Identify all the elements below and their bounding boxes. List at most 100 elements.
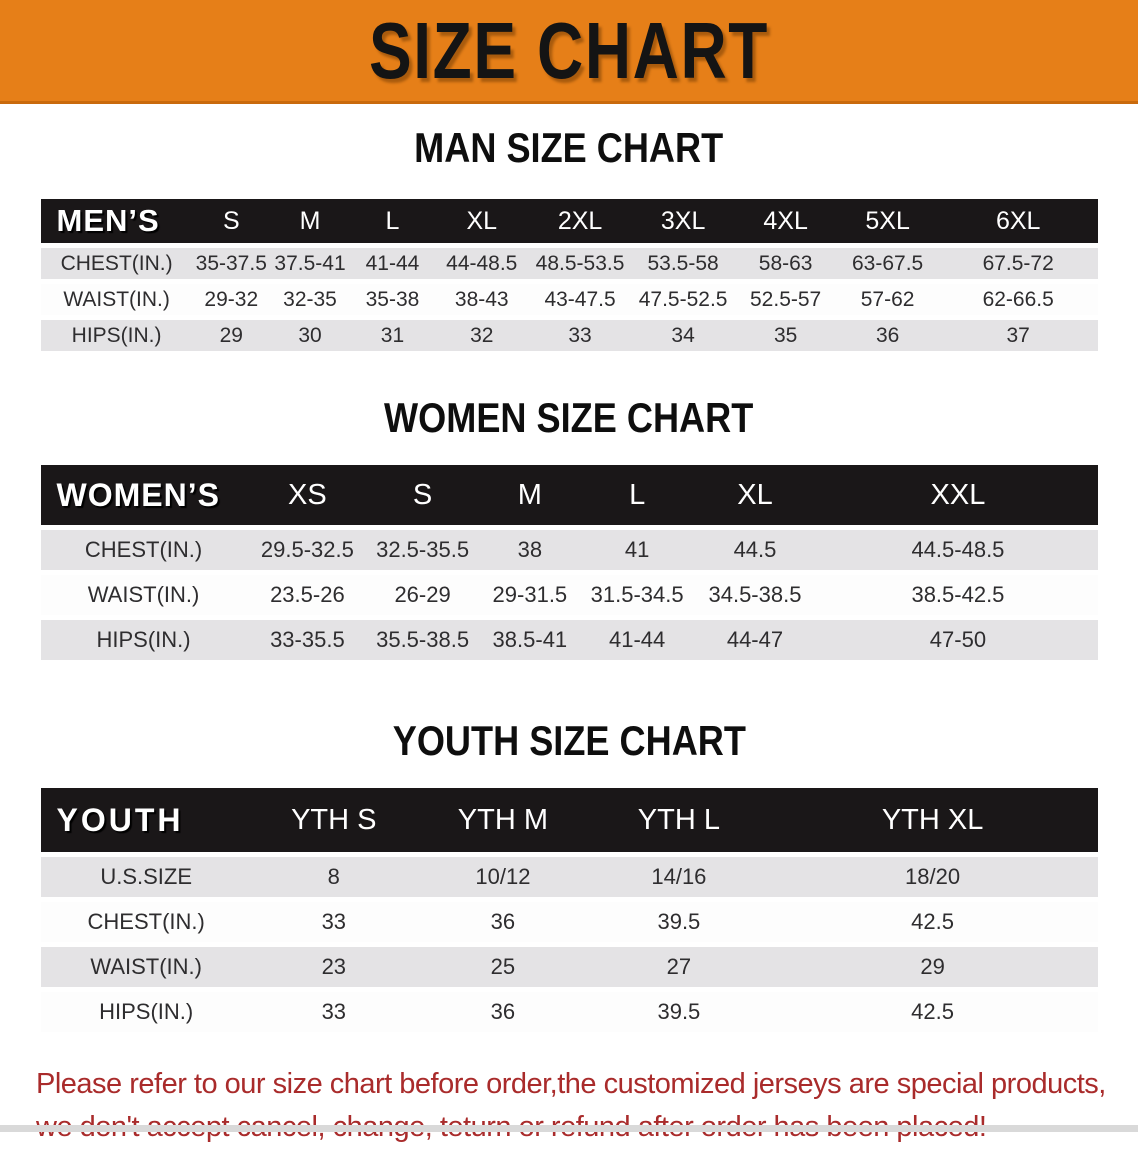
measurement-value: 35 — [734, 320, 837, 351]
measurement-label: CHEST(IN.) — [40, 248, 193, 279]
banner-title: SIZE CHART — [369, 5, 769, 95]
measurement-value: 23.5-26 — [246, 575, 369, 615]
measurement-value: 8 — [251, 857, 416, 897]
measurement-value: 33 — [528, 320, 632, 351]
measurement-value: 38.5-41 — [477, 620, 583, 660]
size-column-header: YTH S — [251, 788, 416, 852]
measurement-value: 44-47 — [691, 620, 819, 660]
youth-section-title: YOUTH SIZE CHART — [0, 717, 1138, 765]
measurement-value: 35-37.5 — [192, 248, 270, 279]
measurement-value: 63-67.5 — [836, 248, 939, 279]
measurement-value: 18/20 — [767, 857, 1098, 897]
measurement-row: HIPS(IN.) 33-35.5 35.5-38.5 38.5-41 41-44 44-… — [40, 620, 1098, 660]
size-column-header: XL — [691, 465, 819, 525]
measurement-value: 42.5 — [767, 992, 1098, 1032]
size-column-header: L — [582, 465, 692, 525]
measurement-value: 26-29 — [368, 575, 478, 615]
measurement-value: 38 — [477, 530, 583, 570]
measurement-value: 29 — [767, 947, 1098, 987]
size-column-header: S — [368, 465, 478, 525]
measurement-value: 53.5-58 — [631, 248, 735, 279]
bottom-divider — [0, 1125, 1138, 1132]
size-column-header: S — [192, 199, 270, 243]
size-column-header: YTH XL — [767, 788, 1098, 852]
measurement-row: WAIST(IN.) 23 25 27 29 — [40, 947, 1098, 987]
measurement-value: 29 — [192, 320, 270, 351]
measurement-value: 32.5-35.5 — [368, 530, 478, 570]
measurement-value: 39.5 — [590, 902, 768, 942]
measurement-value: 44-48.5 — [434, 248, 529, 279]
measurement-value: 44.5 — [691, 530, 819, 570]
size-column-header: 5XL — [836, 199, 939, 243]
measurement-label: U.S.SIZE — [40, 857, 252, 897]
measurement-value: 32-35 — [269, 284, 351, 315]
measurement-value: 57-62 — [836, 284, 939, 315]
measurement-label: WAIST(IN.) — [40, 947, 252, 987]
measurement-row: CHEST(IN.) 29.5-32.5 32.5-35.5 38 41 44.5 44.5… — [40, 530, 1098, 570]
measurement-value: 36 — [836, 320, 939, 351]
measurement-value: 39.5 — [590, 992, 768, 1032]
measurement-value: 36 — [415, 992, 591, 1032]
men-section-title-text: MAN SIZE CHART — [414, 124, 724, 171]
measurement-value: 34.5-38.5 — [691, 575, 819, 615]
men-section-title: MAN SIZE CHART — [0, 124, 1138, 172]
size-column-header: M — [477, 465, 583, 525]
measurement-value: 14/16 — [590, 857, 768, 897]
measurement-row: WAIST(IN.) 23.5-26 26-29 29-31.5 31.5-34.5 34… — [40, 575, 1098, 615]
size-column-header: XL — [434, 199, 529, 243]
measurement-value: 33 — [251, 902, 416, 942]
youth-section-title-text: YOUTH SIZE CHART — [392, 717, 746, 764]
table-category-label: YOUTH — [40, 788, 252, 852]
measurement-value: 29-31.5 — [477, 575, 583, 615]
measurement-row: WAIST(IN.) 29-32 32-35 35-38 38-43 43-47.5 47.… — [40, 284, 1098, 315]
measurement-row: CHEST(IN.) 33 36 39.5 42.5 — [40, 902, 1098, 942]
measurement-label: CHEST(IN.) — [40, 530, 247, 570]
measurement-label: WAIST(IN.) — [40, 284, 193, 315]
size-column-header: L — [350, 199, 435, 243]
size-column-header: 3XL — [631, 199, 735, 243]
warning-line-1: Please refer to our size chart before or… — [36, 1068, 1106, 1100]
women-section-title: WOMEN SIZE CHART — [0, 394, 1138, 442]
size-column-header: YTH M — [415, 788, 591, 852]
measurement-value: 62-66.5 — [938, 284, 1098, 315]
measurement-value: 34 — [631, 320, 735, 351]
measurement-value: 47-50 — [818, 620, 1098, 660]
measurement-row: U.S.SIZE 8 10/12 14/16 18/20 — [40, 857, 1098, 897]
measurement-value: 38-43 — [434, 284, 529, 315]
measurement-label: HIPS(IN.) — [40, 620, 247, 660]
measurement-value: 42.5 — [767, 902, 1098, 942]
measurement-value: 44.5-48.5 — [818, 530, 1098, 570]
size-column-header: XXL — [818, 465, 1098, 525]
measurement-value: 47.5-52.5 — [631, 284, 735, 315]
measurement-value: 41 — [582, 530, 692, 570]
measurement-value: 10/12 — [415, 857, 591, 897]
size-column-header: 6XL — [938, 199, 1098, 243]
measurement-value: 32 — [434, 320, 529, 351]
size-column-header: XS — [246, 465, 369, 525]
measurement-value: 38.5-42.5 — [818, 575, 1098, 615]
measurement-label: CHEST(IN.) — [40, 902, 252, 942]
men-size-table: MEN’S S M L XL 2XL 3XL 4XL 5XL 6XL CHEST(IN.) 35-37… — [40, 194, 1098, 356]
measurement-value: 37.5-41 — [269, 248, 351, 279]
measurement-value: 58-63 — [734, 248, 837, 279]
measurement-row: HIPS(IN.) 33 36 39.5 42.5 — [40, 992, 1098, 1032]
size-column-header: 4XL — [734, 199, 837, 243]
size-header-row: MEN’S S M L XL 2XL 3XL 4XL 5XL 6XL — [40, 199, 1098, 243]
measurement-value: 31.5-34.5 — [582, 575, 692, 615]
size-column-header: M — [269, 199, 351, 243]
women-section-title-text: WOMEN SIZE CHART — [384, 394, 754, 441]
measurement-value: 67.5-72 — [938, 248, 1098, 279]
youth-size-table-wrap: YOUTH YTH S YTH M YTH L YTH XL U.S.SIZE 8 10/12… — [40, 783, 1098, 1037]
measurement-row: CHEST(IN.) 35-37.5 37.5-41 41-44 44-48.5 48.5… — [40, 248, 1098, 279]
measurement-value: 37 — [938, 320, 1098, 351]
measurement-value: 23 — [251, 947, 416, 987]
measurement-value: 43-47.5 — [528, 284, 632, 315]
measurement-value: 25 — [415, 947, 591, 987]
order-warning-text: Please refer to our size chart before or… — [0, 1063, 1138, 1149]
table-category-label: MEN’S — [40, 199, 193, 243]
women-size-table: WOMEN’S XS S M L XL XXL CHEST(IN.) 29.5-32.5 32.5… — [40, 460, 1098, 665]
size-column-header: YTH L — [590, 788, 768, 852]
youth-size-table: YOUTH YTH S YTH M YTH L YTH XL U.S.SIZE 8 10/12… — [40, 783, 1098, 1037]
measurement-value: 41-44 — [350, 248, 435, 279]
size-header-row: YOUTH YTH S YTH M YTH L YTH XL — [40, 788, 1098, 852]
